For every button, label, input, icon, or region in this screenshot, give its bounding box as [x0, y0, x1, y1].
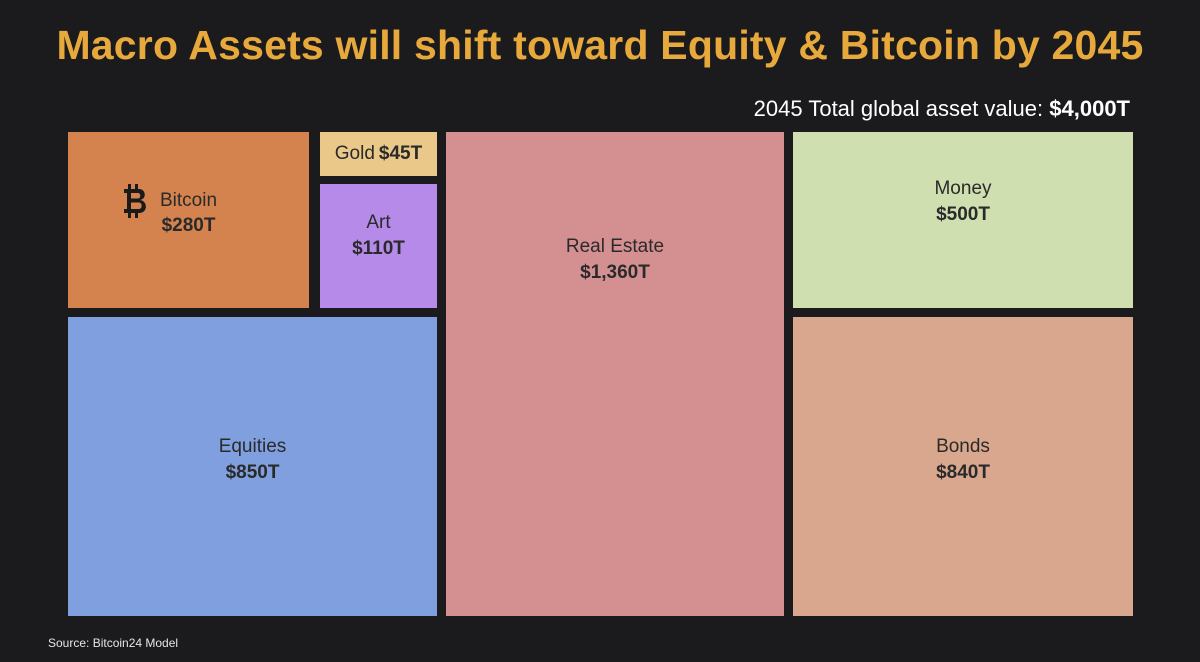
source-note: Source: Bitcoin24 Model [48, 636, 179, 650]
tile-bonds-name: Bonds [936, 435, 990, 457]
total-label: 2045 Total global asset value: [753, 96, 1050, 121]
tile-equities-name: Equities [218, 435, 287, 457]
tile-bonds-value: $840T [936, 461, 990, 483]
chart-title: Macro Assets will shift toward Equity & … [56, 22, 1144, 68]
total-value: $4,000T [1049, 96, 1130, 121]
tile-equities: Equities $850T [68, 317, 437, 616]
tile-bitcoin: Bitcoin $280T [68, 132, 309, 308]
tile-art: Art $110T [320, 184, 437, 308]
tile-bitcoin-value: $280T [161, 215, 216, 236]
total-asset-value: 2045 Total global asset value: $4,000T [754, 96, 1130, 122]
tile-bitcoin-name: Bitcoin [159, 190, 218, 211]
tile-gold-value: $45T [378, 143, 423, 164]
tile-gold-name: Gold [334, 143, 375, 164]
tile-gold: Gold $45T [320, 132, 437, 176]
bitcoin-icon [123, 184, 146, 218]
tile-money: Money $500T [793, 132, 1133, 308]
tile-real-estate-value: $1,360T [580, 262, 650, 283]
tile-equities-value: $850T [225, 461, 280, 483]
tile-art-name: Art [366, 212, 391, 233]
tile-art-value: $110T [352, 238, 405, 259]
tile-money-name: Money [934, 178, 992, 199]
tile-bonds: Bonds $840T [793, 317, 1133, 616]
tile-real-estate-name: Real Estate [565, 236, 665, 257]
tile-money-value: $500T [936, 204, 990, 225]
tile-real-estate: Real Estate $1,360T [446, 132, 784, 616]
